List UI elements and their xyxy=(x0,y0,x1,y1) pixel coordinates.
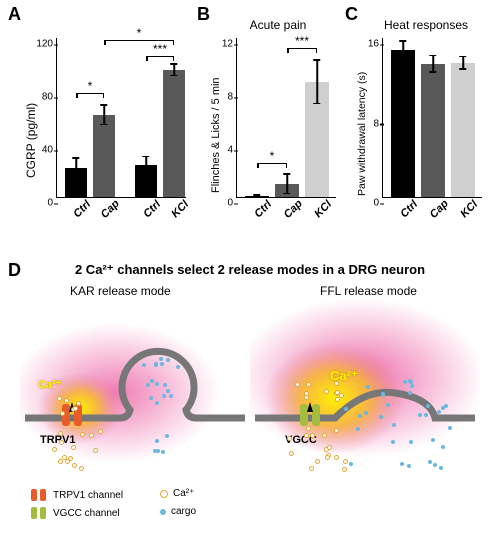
panel-c-label: C xyxy=(345,4,358,25)
legend-cargo: cargo xyxy=(160,506,196,517)
legend-trpv1: TRPV1 channel xyxy=(30,488,123,502)
bar xyxy=(93,115,115,197)
panel-b-ylabel: Flinches & Licks / 5 min xyxy=(210,77,222,193)
panel-a-label: A xyxy=(8,4,21,25)
panel-c-ylabel: Paw withdrawal latency (s) xyxy=(356,72,368,196)
bar xyxy=(163,70,185,197)
panel-d-right-title: FFL release mode xyxy=(320,284,417,298)
bar xyxy=(451,63,475,197)
legend-vgcc: VGCC channel xyxy=(30,506,120,520)
panel-d-diagram: 2 Ca²⁺ channels select 2 release modes i… xyxy=(20,262,480,532)
panel-a-chart: CGRP (pg/ml) 04080120CtrlCapCtrlKCl***** xyxy=(26,18,196,238)
panel-a-ylabel: CGRP (pg/ml) xyxy=(24,103,38,178)
bar xyxy=(391,50,415,197)
panel-b-chart: Acute pain Flinches & Licks / 5 min 0481… xyxy=(212,18,344,238)
panel-d-main-title: 2 Ca²⁺ channels select 2 release modes i… xyxy=(20,262,480,278)
panel-c-chart: Heat responses Paw withdrawal latency (s… xyxy=(358,18,494,238)
legend-ca: Ca²⁺ xyxy=(160,488,194,499)
panel-d-left-title: KAR release mode xyxy=(70,284,171,298)
bar xyxy=(421,64,445,197)
panel-c-title: Heat responses xyxy=(358,18,494,32)
panel-b-title: Acute pain xyxy=(212,18,344,32)
panel-b-label: B xyxy=(197,4,210,25)
